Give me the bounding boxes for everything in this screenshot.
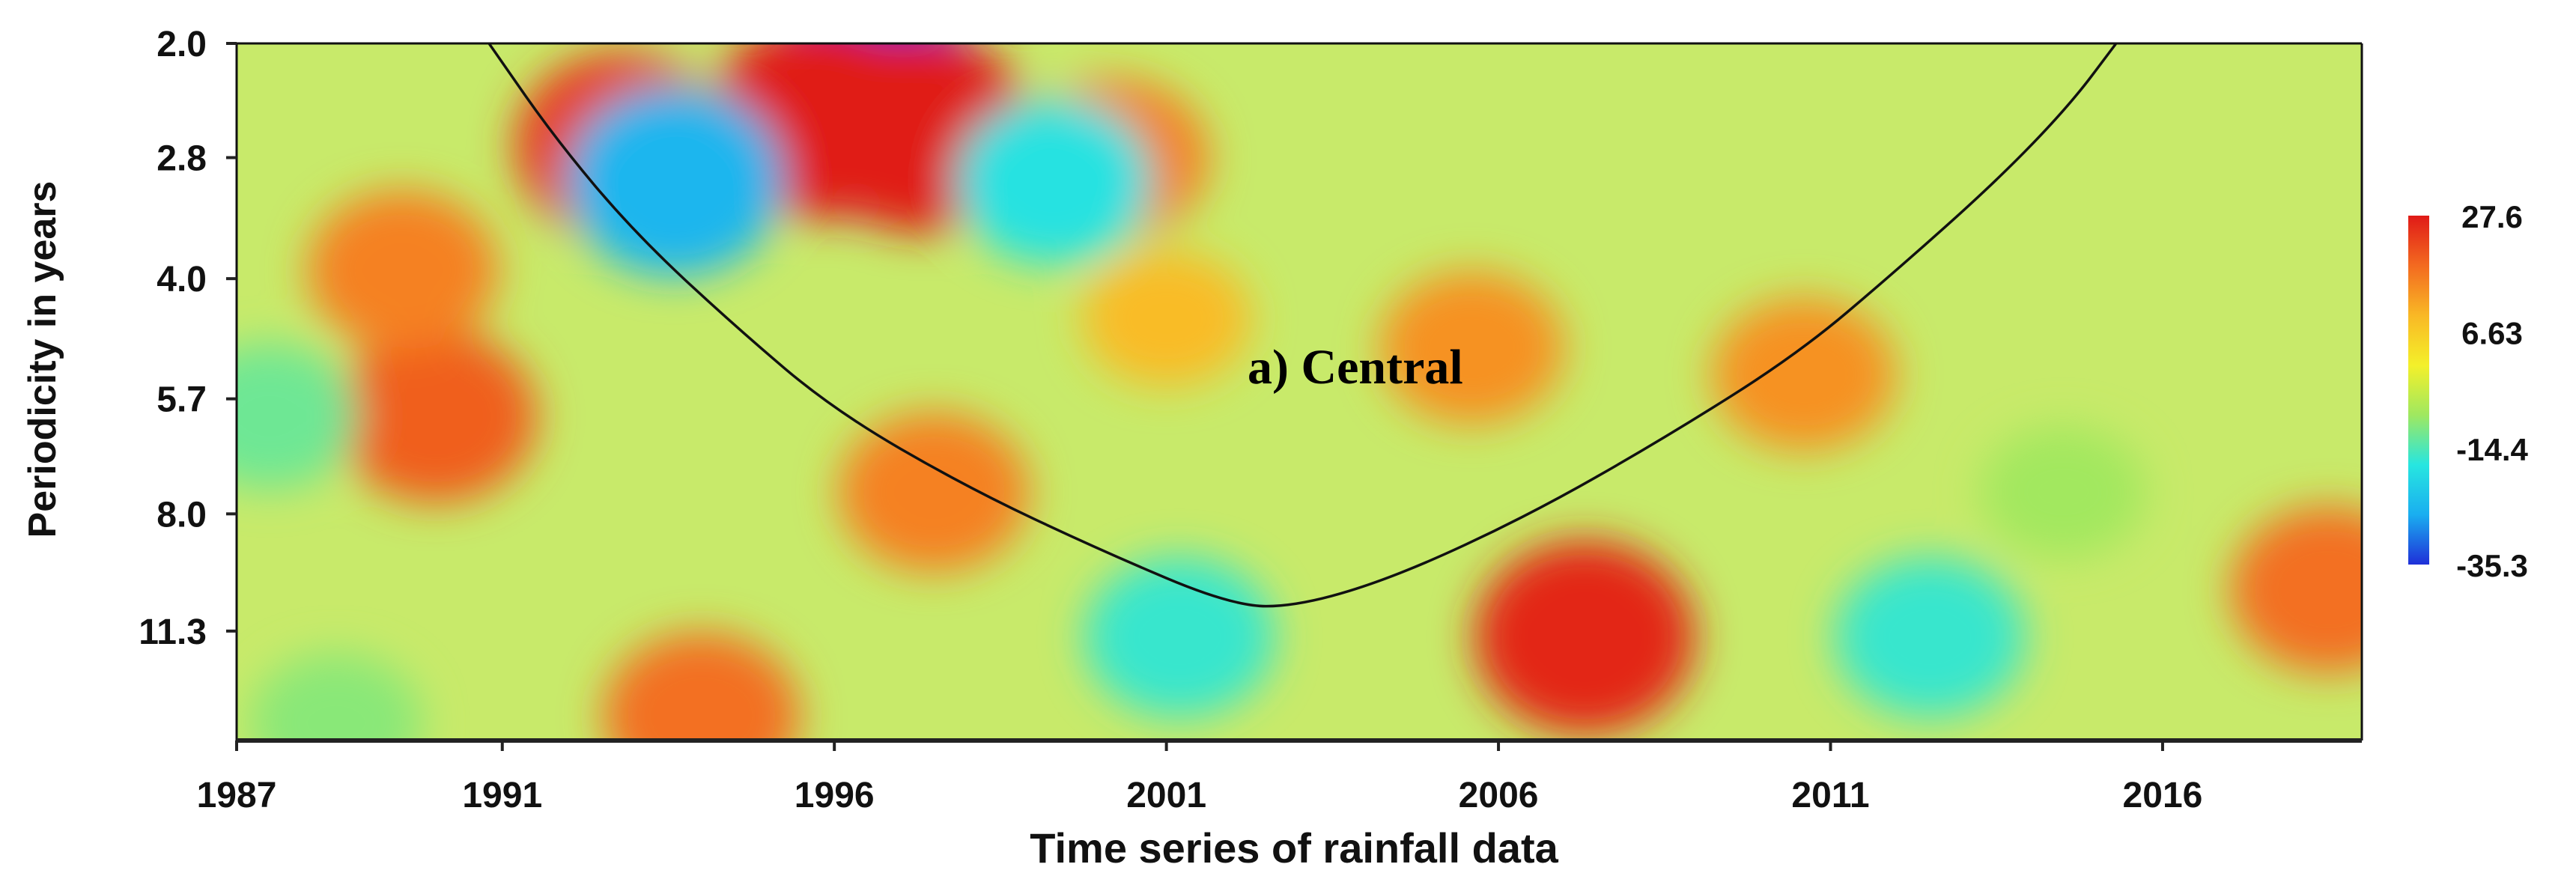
- power-feature-15: [1084, 557, 1275, 717]
- power-feature-18: [250, 653, 422, 740]
- x-tick-label: 2011: [1791, 776, 1869, 815]
- x-tick-label: 2006: [1459, 776, 1539, 815]
- x-axis-title: Time series of rainfall data: [1030, 824, 1558, 872]
- x-tick-label: 2001: [1126, 776, 1206, 815]
- colorbar-gradient: [2408, 216, 2429, 565]
- y-tick-label: 11.3: [139, 612, 207, 652]
- power-feature-12: [1379, 271, 1564, 425]
- power-feature-17: [237, 343, 359, 490]
- heatmap-plot-area: 1987 1991 1996 2001 2006 2011 2016 2.0 2.8 4.0 5.…: [139, 25, 2363, 815]
- x-tick-label: 2016: [2123, 776, 2203, 815]
- colorbar: 27.6 6.63 -14.4 -35.3: [2408, 199, 2529, 583]
- colorbar-label: -14.4: [2456, 432, 2528, 467]
- region-annotation: a) Central: [1248, 340, 1463, 395]
- y-tick-label: 8.0: [157, 495, 207, 535]
- colorbar-label: 6.63: [2461, 315, 2523, 350]
- power-feature-20: [1979, 425, 2146, 559]
- power-feature-7: [335, 329, 538, 503]
- power-features: [237, 43, 2362, 740]
- power-feature-16: [1835, 557, 2026, 717]
- cone-of-influence-line: [487, 42, 2118, 608]
- colorbar-label: 27.6: [2461, 199, 2523, 234]
- plot-frame: [235, 42, 2363, 740]
- x-tick-label: 1996: [795, 776, 875, 815]
- y-tick-label: 2.8: [157, 139, 207, 179]
- power-feature-6: [955, 97, 1152, 264]
- power-feature-4: [566, 85, 784, 276]
- power-feature-14: [2230, 506, 2362, 673]
- y-axis-title: Periodicity in years: [21, 181, 64, 538]
- power-feature-11: [839, 412, 1030, 572]
- x-axis: 1987 1991 1996 2001 2006 2011 2016: [197, 738, 2362, 815]
- power-feature-13: [1712, 297, 1896, 451]
- x-tick-label: 1991: [462, 776, 542, 815]
- power-feature-19: [1081, 250, 1251, 387]
- x-tick-label: 1987: [197, 776, 277, 815]
- colorbar-label: -35.3: [2456, 548, 2528, 583]
- power-feature-9: [1474, 540, 1695, 735]
- power-feature-10: [603, 632, 800, 740]
- y-axis: 2.0 2.8 4.0 5.7 8.0 11.3: [139, 25, 237, 652]
- y-tick-label: 5.7: [157, 380, 207, 420]
- power-feature-8: [307, 190, 498, 350]
- y-tick-label: 2.0: [157, 25, 207, 64]
- y-tick-label: 4.0: [157, 260, 207, 299]
